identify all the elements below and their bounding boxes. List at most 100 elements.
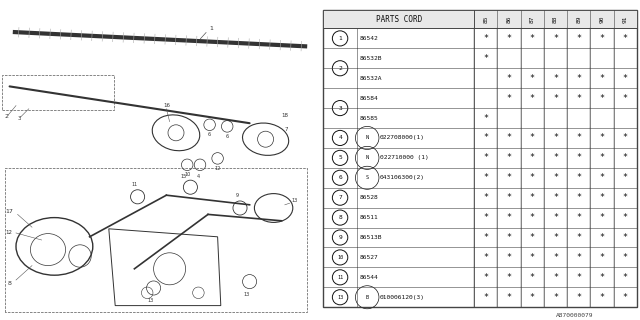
Text: 2: 2 bbox=[338, 66, 342, 71]
Text: *: * bbox=[576, 193, 581, 202]
Text: 86584: 86584 bbox=[360, 96, 378, 100]
Text: *: * bbox=[600, 193, 604, 202]
Text: *: * bbox=[553, 293, 558, 302]
Text: *: * bbox=[507, 233, 511, 242]
Text: *: * bbox=[483, 273, 488, 282]
Text: *: * bbox=[483, 233, 488, 242]
Text: *: * bbox=[507, 153, 511, 162]
Text: *: * bbox=[553, 34, 558, 43]
Text: *: * bbox=[600, 213, 604, 222]
Text: *: * bbox=[553, 253, 558, 262]
Text: *: * bbox=[576, 293, 581, 302]
Text: *: * bbox=[600, 293, 604, 302]
Text: 1: 1 bbox=[338, 36, 342, 41]
Text: *: * bbox=[623, 153, 628, 162]
Text: *: * bbox=[623, 74, 628, 83]
Text: *: * bbox=[530, 34, 535, 43]
Text: *: * bbox=[576, 34, 581, 43]
Text: 6: 6 bbox=[226, 134, 228, 139]
Text: 86513B: 86513B bbox=[360, 235, 382, 240]
Text: *: * bbox=[483, 133, 488, 142]
Text: 2: 2 bbox=[5, 114, 9, 119]
Text: S: S bbox=[365, 175, 369, 180]
Text: 3: 3 bbox=[338, 106, 342, 111]
Text: *: * bbox=[600, 273, 604, 282]
Text: *: * bbox=[553, 133, 558, 142]
Text: 86: 86 bbox=[507, 15, 511, 23]
Text: *: * bbox=[623, 94, 628, 103]
Text: *: * bbox=[530, 153, 535, 162]
Text: *: * bbox=[576, 94, 581, 103]
Text: 10: 10 bbox=[184, 172, 190, 177]
Text: *: * bbox=[507, 213, 511, 222]
Text: N: N bbox=[365, 135, 369, 140]
Text: B: B bbox=[365, 295, 369, 300]
Text: *: * bbox=[483, 34, 488, 43]
Text: *: * bbox=[623, 273, 628, 282]
Text: *: * bbox=[623, 193, 628, 202]
Text: 86585: 86585 bbox=[360, 116, 378, 121]
Text: *: * bbox=[623, 34, 628, 43]
Text: *: * bbox=[530, 94, 535, 103]
Text: 8: 8 bbox=[8, 281, 12, 286]
Text: *: * bbox=[576, 74, 581, 83]
Text: *: * bbox=[553, 94, 558, 103]
Text: *: * bbox=[530, 253, 535, 262]
Text: *: * bbox=[530, 193, 535, 202]
Text: *: * bbox=[576, 273, 581, 282]
Text: 022708000(1): 022708000(1) bbox=[380, 135, 424, 140]
Text: 86542: 86542 bbox=[360, 36, 378, 41]
Text: 13: 13 bbox=[291, 197, 298, 203]
Text: *: * bbox=[483, 153, 488, 162]
Text: *: * bbox=[483, 213, 488, 222]
Text: *: * bbox=[600, 34, 604, 43]
Text: *: * bbox=[530, 293, 535, 302]
Text: *: * bbox=[600, 94, 604, 103]
Text: 13: 13 bbox=[337, 295, 343, 300]
Text: 89: 89 bbox=[576, 15, 581, 23]
Text: *: * bbox=[553, 173, 558, 182]
Text: 11: 11 bbox=[131, 181, 138, 187]
Bar bbox=[323, 10, 637, 28]
Text: 86532B: 86532B bbox=[360, 56, 382, 61]
Text: 6: 6 bbox=[208, 132, 211, 137]
Text: 16: 16 bbox=[163, 103, 170, 108]
Text: 9: 9 bbox=[236, 193, 238, 198]
Text: 4: 4 bbox=[197, 173, 200, 179]
Text: 17: 17 bbox=[6, 209, 13, 214]
Text: *: * bbox=[623, 133, 628, 142]
Text: *: * bbox=[553, 233, 558, 242]
Text: *: * bbox=[483, 253, 488, 262]
Text: *: * bbox=[530, 233, 535, 242]
Text: 86544: 86544 bbox=[360, 275, 378, 280]
Text: *: * bbox=[507, 133, 511, 142]
Text: 87: 87 bbox=[530, 15, 535, 23]
Text: *: * bbox=[530, 173, 535, 182]
Text: 13: 13 bbox=[147, 298, 154, 303]
Text: 3: 3 bbox=[18, 116, 21, 121]
Text: *: * bbox=[530, 133, 535, 142]
Text: A870000079: A870000079 bbox=[556, 313, 593, 318]
Text: *: * bbox=[623, 213, 628, 222]
Text: 15: 15 bbox=[181, 173, 187, 179]
Text: *: * bbox=[483, 193, 488, 202]
Text: *: * bbox=[623, 253, 628, 262]
Text: *: * bbox=[507, 293, 511, 302]
Text: PARTS CORD: PARTS CORD bbox=[376, 14, 422, 23]
Text: *: * bbox=[483, 54, 488, 63]
Text: 9: 9 bbox=[338, 235, 342, 240]
Text: 5: 5 bbox=[338, 156, 342, 160]
Text: *: * bbox=[600, 133, 604, 142]
Text: 7: 7 bbox=[338, 195, 342, 200]
Text: 12: 12 bbox=[214, 166, 221, 171]
Text: 11: 11 bbox=[337, 275, 343, 280]
Text: *: * bbox=[530, 74, 535, 83]
Text: *: * bbox=[553, 74, 558, 83]
Text: *: * bbox=[507, 34, 511, 43]
Text: *: * bbox=[576, 213, 581, 222]
Text: *: * bbox=[483, 173, 488, 182]
Text: *: * bbox=[600, 253, 604, 262]
Text: *: * bbox=[576, 133, 581, 142]
Text: *: * bbox=[530, 213, 535, 222]
Text: 90: 90 bbox=[600, 15, 604, 23]
